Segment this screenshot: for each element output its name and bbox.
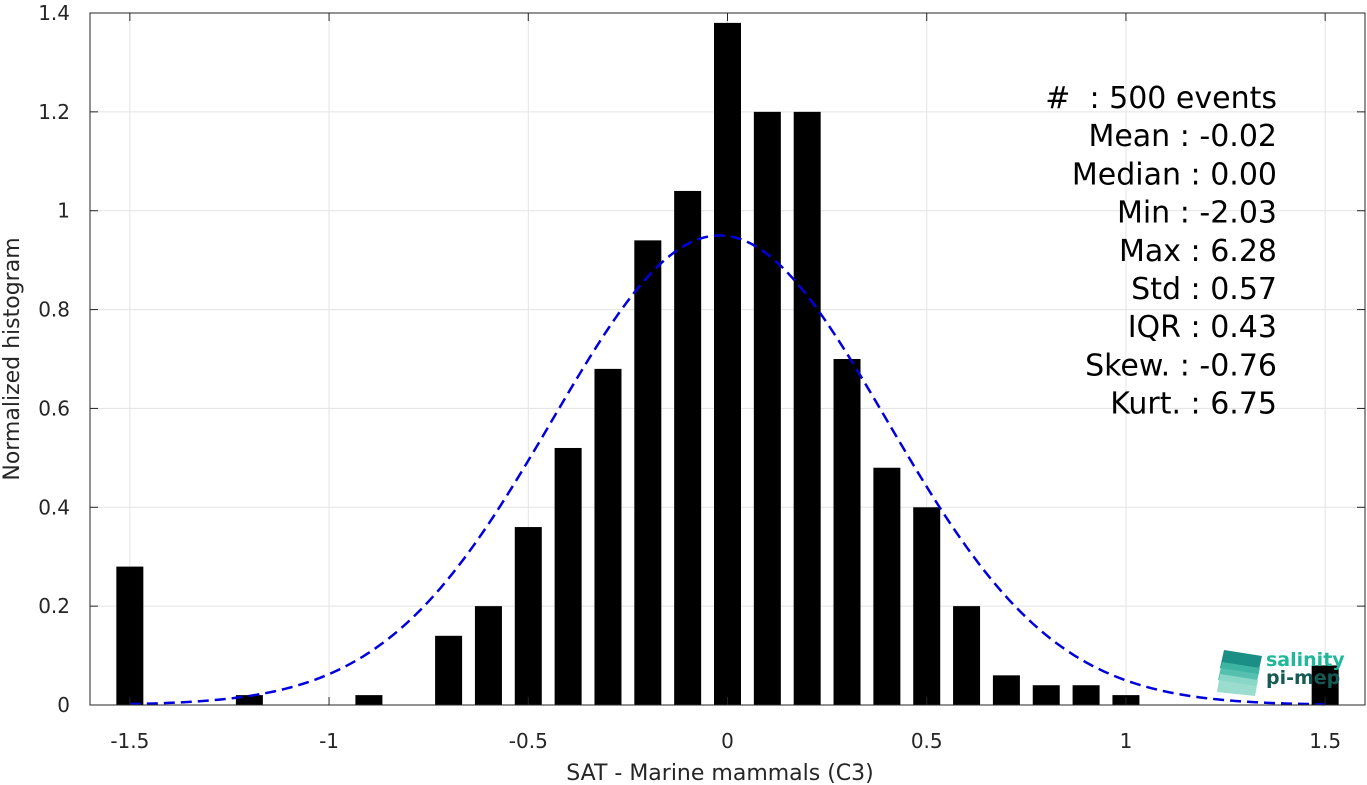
stat-line: Min : -2.03 — [1117, 196, 1277, 231]
histogram-bar — [474, 606, 502, 705]
histogram-bar — [1072, 685, 1100, 705]
histogram-bar — [913, 507, 941, 705]
x-tick-label: -0.5 — [509, 729, 548, 753]
stat-line: Kurt. : 6.75 — [1110, 387, 1277, 422]
histogram-bar — [953, 606, 981, 705]
x-tick-label: 0 — [721, 729, 734, 753]
y-tick-label: 0.4 — [38, 495, 70, 519]
y-tick-labels: 0 0.2 0.4 0.6 0.8 1 1.2 1.4 — [38, 1, 70, 717]
y-tick-label: 0.8 — [38, 298, 70, 322]
x-axis-title: SAT - Marine mammals (C3) — [566, 761, 874, 785]
salinity-pi-mep-logo: salinity pi-mep — [1217, 649, 1345, 696]
y-tick-label: 1.4 — [38, 1, 70, 25]
x-tick-labels: -1.5 -1 -0.5 0 0.5 1 1.5 — [110, 729, 1341, 753]
histogram-bar — [1032, 685, 1060, 705]
y-tick-label: 0.6 — [38, 396, 70, 420]
y-tick-label: 0 — [57, 693, 70, 717]
x-tick-label: -1 — [319, 729, 339, 753]
stat-line: Std : 0.57 — [1131, 272, 1277, 307]
histogram-bar — [514, 527, 542, 705]
histogram-bar — [594, 368, 622, 705]
histogram-bar — [674, 190, 702, 705]
x-tick-label: 1 — [1120, 729, 1133, 753]
histogram-bar — [435, 635, 463, 705]
x-tick-label: 1.5 — [1309, 729, 1341, 753]
histogram-bar — [992, 675, 1020, 705]
stat-line: IQR : 0.43 — [1128, 310, 1277, 345]
y-tick-label: 1 — [57, 199, 70, 223]
histogram-bar — [235, 695, 263, 705]
axis-ticks — [90, 12, 1365, 706]
logo-text-pi-mep: pi-mep — [1266, 667, 1340, 689]
x-tick-label: 0.5 — [911, 729, 943, 753]
stat-line: # : 500 events — [1045, 81, 1277, 116]
histogram-bar — [753, 111, 781, 706]
y-tick-label: 0.2 — [38, 594, 70, 618]
x-tick-label: -1.5 — [110, 729, 149, 753]
stat-line: Skew. : -0.76 — [1085, 348, 1277, 383]
histogram-bar — [554, 447, 582, 705]
histogram-bar — [714, 22, 741, 705]
histogram-bar — [873, 467, 901, 705]
histogram-bar — [634, 240, 662, 705]
stat-line: Max : 6.28 — [1119, 234, 1277, 269]
histogram-bars — [116, 22, 1339, 706]
histogram-bar — [793, 111, 821, 706]
histogram-bar — [116, 566, 144, 705]
logo-text-salinity: salinity — [1266, 649, 1345, 671]
wave-logo-icon — [1217, 650, 1262, 696]
y-axis-title: Normalized histogram — [0, 237, 25, 480]
histogram-bar — [833, 359, 861, 705]
stat-line: Mean : -0.02 — [1088, 119, 1277, 154]
y-tick-label: 1.2 — [38, 100, 70, 124]
stat-line: Median : 0.00 — [1072, 157, 1277, 192]
histogram-bar — [355, 695, 383, 705]
